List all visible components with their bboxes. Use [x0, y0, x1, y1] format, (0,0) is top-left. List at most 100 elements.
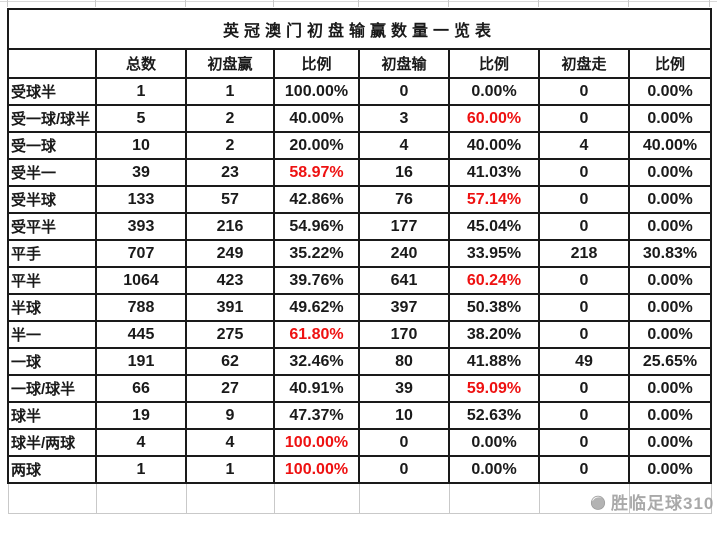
spreadsheet-gridline-tick: [709, 0, 710, 7]
table-row: 受平半 393 216 54.96% 177 45.04% 0 0.00%: [7, 212, 713, 241]
value-cell: 0.00%: [627, 293, 713, 322]
table-row: 受半一 39 23 58.97% 16 41.03% 0 0.00%: [7, 158, 713, 187]
empty-cell: [628, 482, 712, 514]
value-cell: 100.00%: [273, 77, 360, 106]
value-cell: 4: [185, 428, 275, 457]
value-cell: 0.00%: [627, 320, 713, 349]
value-cell: 16: [358, 158, 450, 187]
value-cell: 0.00%: [627, 104, 713, 133]
spreadsheet-gridline-tick: [185, 0, 186, 7]
row-label: 受球半: [7, 77, 97, 106]
empty-cell: [185, 482, 275, 514]
table-row: 一球/球半 66 27 40.91% 39 59.09% 0 0.00%: [7, 374, 713, 403]
value-cell: 39.76%: [273, 266, 360, 295]
column-header-open-win: 初盘赢: [185, 48, 275, 79]
value-cell: 2: [185, 131, 275, 160]
value-cell: 788: [95, 293, 187, 322]
value-cell: 38.20%: [448, 320, 540, 349]
row-label: 两球: [7, 455, 97, 484]
spreadsheet-gridline-tick: [358, 0, 359, 7]
empty-cell: [95, 482, 187, 514]
value-cell: 60.00%: [448, 104, 540, 133]
value-cell: 40.00%: [448, 131, 540, 160]
value-cell: 33.95%: [448, 239, 540, 268]
value-cell: 641: [358, 266, 450, 295]
column-header-lose-ratio: 比例: [448, 48, 540, 79]
value-cell: 216: [185, 212, 275, 241]
value-cell: 0.00%: [448, 428, 540, 457]
value-cell: 0.00%: [627, 401, 713, 430]
value-cell: 2: [185, 104, 275, 133]
row-label: 受半球: [7, 185, 97, 214]
value-cell: 25.65%: [627, 347, 713, 376]
value-cell: 23: [185, 158, 275, 187]
value-cell: 0.00%: [627, 212, 713, 241]
spreadsheet-gridline-tick: [448, 0, 449, 7]
empty-cell: [358, 482, 450, 514]
column-header-total: 总数: [95, 48, 187, 79]
value-cell: 0: [538, 266, 630, 295]
value-cell: 0: [358, 428, 450, 457]
value-cell: 40.00%: [273, 104, 360, 133]
value-cell: 47.37%: [273, 401, 360, 430]
row-label: 受半一: [7, 158, 97, 187]
value-cell: 61.80%: [273, 320, 360, 349]
value-cell: 3: [358, 104, 450, 133]
row-label: 半球: [7, 293, 97, 322]
value-cell: 5: [95, 104, 187, 133]
value-cell: 60.24%: [448, 266, 540, 295]
column-header-push-ratio: 比例: [627, 48, 713, 79]
value-cell: 177: [358, 212, 450, 241]
value-cell: 0: [538, 77, 630, 106]
value-cell: 40.91%: [273, 374, 360, 403]
empty-cell: [448, 482, 540, 514]
row-label: 球半/两球: [7, 428, 97, 457]
spreadsheet-gridline-tick: [628, 0, 629, 7]
value-cell: 1: [95, 77, 187, 106]
table-row: 受球半 1 1 100.00% 0 0.00% 0 0.00%: [7, 77, 713, 106]
value-cell: 57: [185, 185, 275, 214]
value-cell: 45.04%: [448, 212, 540, 241]
odds-stats-table: 英冠澳门初盘输赢数量一览表 总数 初盘赢 比例 初盘输 比例 初盘走 比例 受球…: [6, 8, 713, 514]
value-cell: 35.22%: [273, 239, 360, 268]
football-logo-icon: [590, 495, 606, 510]
empty-cell: [538, 482, 630, 514]
value-cell: 52.63%: [448, 401, 540, 430]
value-cell: 391: [185, 293, 275, 322]
value-cell: 1064: [95, 266, 187, 295]
value-cell: 41.03%: [448, 158, 540, 187]
value-cell: 397: [358, 293, 450, 322]
value-cell: 4: [358, 131, 450, 160]
value-cell: 0: [538, 212, 630, 241]
value-cell: 0: [538, 185, 630, 214]
header-row: 总数 初盘赢 比例 初盘输 比例 初盘走 比例: [7, 48, 713, 79]
value-cell: 0: [538, 293, 630, 322]
value-cell: 0.00%: [627, 455, 713, 484]
value-cell: 39: [95, 158, 187, 187]
value-cell: 42.86%: [273, 185, 360, 214]
value-cell: 10: [358, 401, 450, 430]
value-cell: 707: [95, 239, 187, 268]
empty-cell: [7, 482, 97, 514]
row-label: 一球/球半: [7, 374, 97, 403]
value-cell: 39: [358, 374, 450, 403]
table-row: 受一球/球半 5 2 40.00% 3 60.00% 0 0.00%: [7, 104, 713, 133]
row-label: 受平半: [7, 212, 97, 241]
value-cell: 32.46%: [273, 347, 360, 376]
value-cell: 100.00%: [273, 428, 360, 457]
value-cell: 49: [538, 347, 630, 376]
value-cell: 0.00%: [448, 455, 540, 484]
value-cell: 0: [538, 158, 630, 187]
column-header-win-ratio: 比例: [273, 48, 360, 79]
value-cell: 423: [185, 266, 275, 295]
value-cell: 1: [95, 455, 187, 484]
value-cell: 20.00%: [273, 131, 360, 160]
value-cell: 59.09%: [448, 374, 540, 403]
value-cell: 0: [538, 455, 630, 484]
value-cell: 58.97%: [273, 158, 360, 187]
value-cell: 76: [358, 185, 450, 214]
table-row: 球半/两球 4 4 100.00% 0 0.00% 0 0.00%: [7, 428, 713, 457]
table-row: 半球 788 391 49.62% 397 50.38% 0 0.00%: [7, 293, 713, 322]
value-cell: 1: [185, 455, 275, 484]
